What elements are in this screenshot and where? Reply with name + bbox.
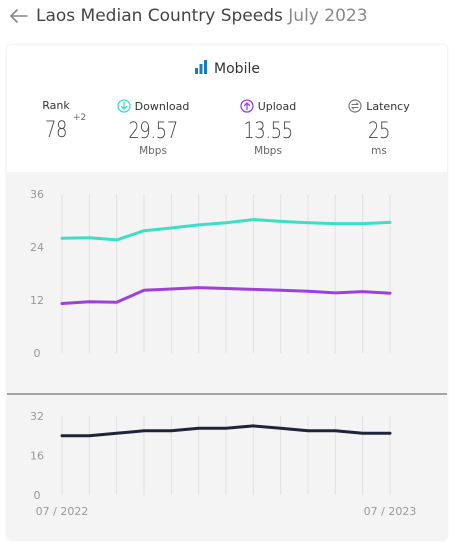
arrow-left-icon[interactable] [8, 5, 30, 27]
page-title: Laos Median Country Speeds July 2023 [36, 6, 368, 26]
title-text: Laos Median Country Speeds [36, 6, 283, 26]
latency-metric: Latency 25 ms [343, 99, 415, 157]
arrow-up-circle-icon [240, 99, 254, 113]
latency-circle-icon [348, 99, 362, 113]
title-date: July 2023 [288, 6, 368, 26]
stats-panel: Mobile Rank 78 +2 Download 29.57 Mbps [7, 45, 447, 172]
speed-chart: 0 12 24 36 [30, 188, 392, 360]
rank-metric: Rank 78 [31, 99, 81, 143]
page-header: Laos Median Country Speeds July 2023 [8, 4, 368, 28]
x-tick-label: 07 / 2023 [364, 505, 417, 518]
rank-label: Rank [42, 99, 70, 112]
download-metric: Download 29.57 Mbps [113, 99, 193, 157]
download-label-row: Download [113, 99, 193, 113]
speed-y-tick-label: 36 [30, 188, 44, 201]
speed-y-tick-label: 12 [30, 294, 44, 307]
speeds-card: Mobile Rank 78 +2 Download 29.57 Mbps [7, 45, 447, 540]
upload-series-line [60, 286, 392, 305]
upload-label-row: Upload [235, 99, 301, 113]
speed-y-tick-label: 24 [30, 241, 44, 254]
mode-selector[interactable]: Mobile [7, 59, 447, 78]
latency-y-tick-label: 16 [30, 450, 44, 463]
speed-y-tick-label: 0 [34, 347, 41, 360]
upload-metric: Upload 13.55 Mbps [235, 99, 301, 157]
download-label: Download [134, 99, 190, 113]
latency-unit: ms [371, 145, 387, 157]
rank-change: +2 [73, 113, 87, 123]
signal-bars-icon [194, 59, 208, 78]
upload-value: 13.55 [243, 119, 293, 144]
download-unit: Mbps [139, 145, 167, 157]
rank-value: 78 [44, 118, 68, 143]
upload-label: Upload [257, 99, 297, 113]
latency-y-tick-label: 32 [30, 410, 44, 423]
mode-label: Mobile [214, 60, 260, 77]
latency-series-line [60, 424, 392, 438]
upload-unit: Mbps [254, 145, 282, 157]
latency-y-tick-label: 0 [34, 489, 41, 502]
x-tick-label: 07 / 2022 [36, 505, 89, 518]
x-axis: 07 / 2022 07 / 2023 [36, 505, 417, 518]
latency-label-row: Latency [343, 99, 415, 113]
latency-value: 25 [367, 119, 391, 144]
latency-label: Latency [366, 99, 410, 113]
speed-charts: 0 12 24 36 0 16 32 07 / 2022 07 / 2023 [7, 188, 447, 518]
download-value: 29.57 [128, 119, 178, 144]
arrow-down-circle-icon [117, 99, 131, 113]
latency-chart: 0 16 32 [30, 410, 392, 502]
